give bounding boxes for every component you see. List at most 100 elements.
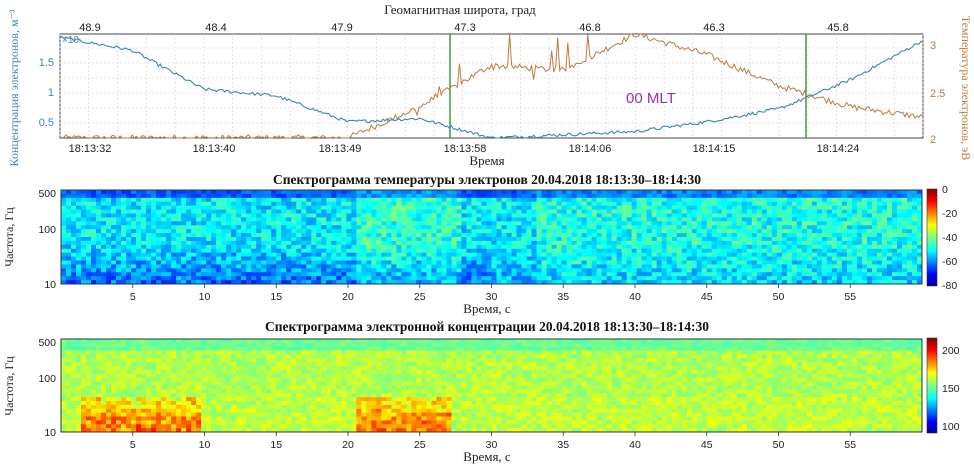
heatmap-cell bbox=[116, 347, 121, 351]
heatmap-cell bbox=[371, 214, 376, 218]
heatmap-cell bbox=[852, 202, 857, 206]
heatmap-cell bbox=[106, 351, 111, 355]
heatmap-cell bbox=[461, 245, 466, 249]
heatmap-cell bbox=[271, 229, 276, 233]
heatmap-cell bbox=[517, 202, 522, 206]
heatmap-cell bbox=[146, 268, 151, 272]
heatmap-cell bbox=[366, 214, 371, 218]
heatmap-cell bbox=[151, 202, 156, 206]
heatmap-cell bbox=[687, 210, 692, 214]
heatmap-cell bbox=[742, 245, 747, 249]
heatmap-cell bbox=[707, 276, 712, 280]
heatmap-cell bbox=[752, 249, 757, 253]
heatmap-cell bbox=[146, 378, 151, 382]
heatmap-cell bbox=[221, 276, 226, 280]
heatmap-cell bbox=[156, 194, 161, 198]
heatmap-cell bbox=[421, 253, 426, 257]
heatmap-cell bbox=[381, 214, 386, 218]
heatmap-cell bbox=[91, 386, 96, 390]
heatmap-cell bbox=[126, 417, 131, 421]
heatmap-cell bbox=[777, 272, 782, 276]
spectrogram-title: Спектрограмма электронной концентрации 2… bbox=[265, 319, 709, 334]
heatmap-cell bbox=[181, 206, 186, 210]
heatmap-cell bbox=[361, 272, 366, 276]
heatmap-cell bbox=[196, 214, 201, 218]
heatmap-cell bbox=[161, 241, 166, 245]
heatmap-cell bbox=[446, 253, 451, 257]
heatmap-cell bbox=[141, 401, 146, 405]
heatmap-cell bbox=[186, 358, 191, 362]
heatmap-cell bbox=[466, 206, 471, 210]
heatmap-cell bbox=[216, 366, 221, 370]
heatmap-cell bbox=[96, 206, 101, 210]
heatmap-cell bbox=[186, 362, 191, 366]
heatmap-cell bbox=[852, 268, 857, 272]
heatmap-cell bbox=[111, 249, 116, 253]
heatmap-cell bbox=[206, 382, 211, 386]
heatmap-cell bbox=[912, 245, 917, 249]
heatmap-cell bbox=[647, 268, 652, 272]
heatmap-cell bbox=[542, 214, 547, 218]
heatmap-cell bbox=[136, 202, 141, 206]
heatmap-cell bbox=[256, 202, 261, 206]
heatmap-cell bbox=[386, 253, 391, 257]
heatmap-cell bbox=[557, 190, 562, 194]
heatmap-cell bbox=[366, 221, 371, 225]
heatmap-cell bbox=[126, 233, 131, 237]
heatmap-cell bbox=[271, 272, 276, 276]
heatmap-cell bbox=[141, 378, 146, 382]
heatmap-cell bbox=[692, 221, 697, 225]
heatmap-cell bbox=[807, 202, 812, 206]
heatmap-cell bbox=[206, 249, 211, 253]
heatmap-cell bbox=[141, 339, 146, 343]
heatmap-cell bbox=[767, 249, 772, 253]
heatmap-cell bbox=[592, 202, 597, 206]
heatmap-cell bbox=[171, 202, 176, 206]
heatmap-cell bbox=[251, 194, 256, 198]
heatmap-cell bbox=[316, 245, 321, 249]
heatmap-cell bbox=[166, 268, 171, 272]
heatmap-cell bbox=[712, 272, 717, 276]
heatmap-cell bbox=[211, 405, 216, 409]
heatmap-cell bbox=[306, 276, 311, 280]
heatmap-cell bbox=[136, 351, 141, 355]
heatmap-cell bbox=[176, 393, 181, 397]
heatmap-cell bbox=[627, 210, 632, 214]
heatmap-cell bbox=[712, 233, 717, 237]
heatmap-cell bbox=[872, 237, 877, 241]
heatmap-cell bbox=[71, 217, 76, 221]
heatmap-cell bbox=[507, 229, 512, 233]
heatmap-cell bbox=[492, 272, 497, 276]
heatmap-cell bbox=[897, 233, 902, 237]
heatmap-cell bbox=[872, 261, 877, 265]
heatmap-cell bbox=[662, 272, 667, 276]
heatmap-cell bbox=[852, 210, 857, 214]
heatmap-cell bbox=[532, 217, 537, 221]
heatmap-cell bbox=[657, 237, 662, 241]
heatmap-cell bbox=[682, 249, 687, 253]
heatmap-cell bbox=[822, 202, 827, 206]
heatmap-cell bbox=[802, 261, 807, 265]
heatmap-cell bbox=[857, 272, 862, 276]
heatmap-cell bbox=[166, 358, 171, 362]
heatmap-cell bbox=[366, 257, 371, 261]
heatmap-cell bbox=[451, 229, 456, 233]
heatmap-cell bbox=[76, 389, 81, 393]
heatmap-cell bbox=[206, 241, 211, 245]
heatmap-cell bbox=[151, 397, 156, 401]
heatmap-cell bbox=[121, 424, 126, 428]
heatmap-cell bbox=[226, 229, 231, 233]
heatmap-cell bbox=[742, 229, 747, 233]
heatmap-cell bbox=[146, 217, 151, 221]
heatmap-cell bbox=[532, 245, 537, 249]
heatmap-cell bbox=[111, 389, 116, 393]
heatmap-cell bbox=[146, 401, 151, 405]
heatmap-cell bbox=[612, 229, 617, 233]
heatmap-cell bbox=[96, 217, 101, 221]
heatmap-cell bbox=[637, 190, 642, 194]
heatmap-cell bbox=[81, 194, 86, 198]
heatmap-cell bbox=[732, 237, 737, 241]
heatmap-cell bbox=[537, 249, 542, 253]
heatmap-cell bbox=[887, 261, 892, 265]
heatmap-cell bbox=[191, 206, 196, 210]
